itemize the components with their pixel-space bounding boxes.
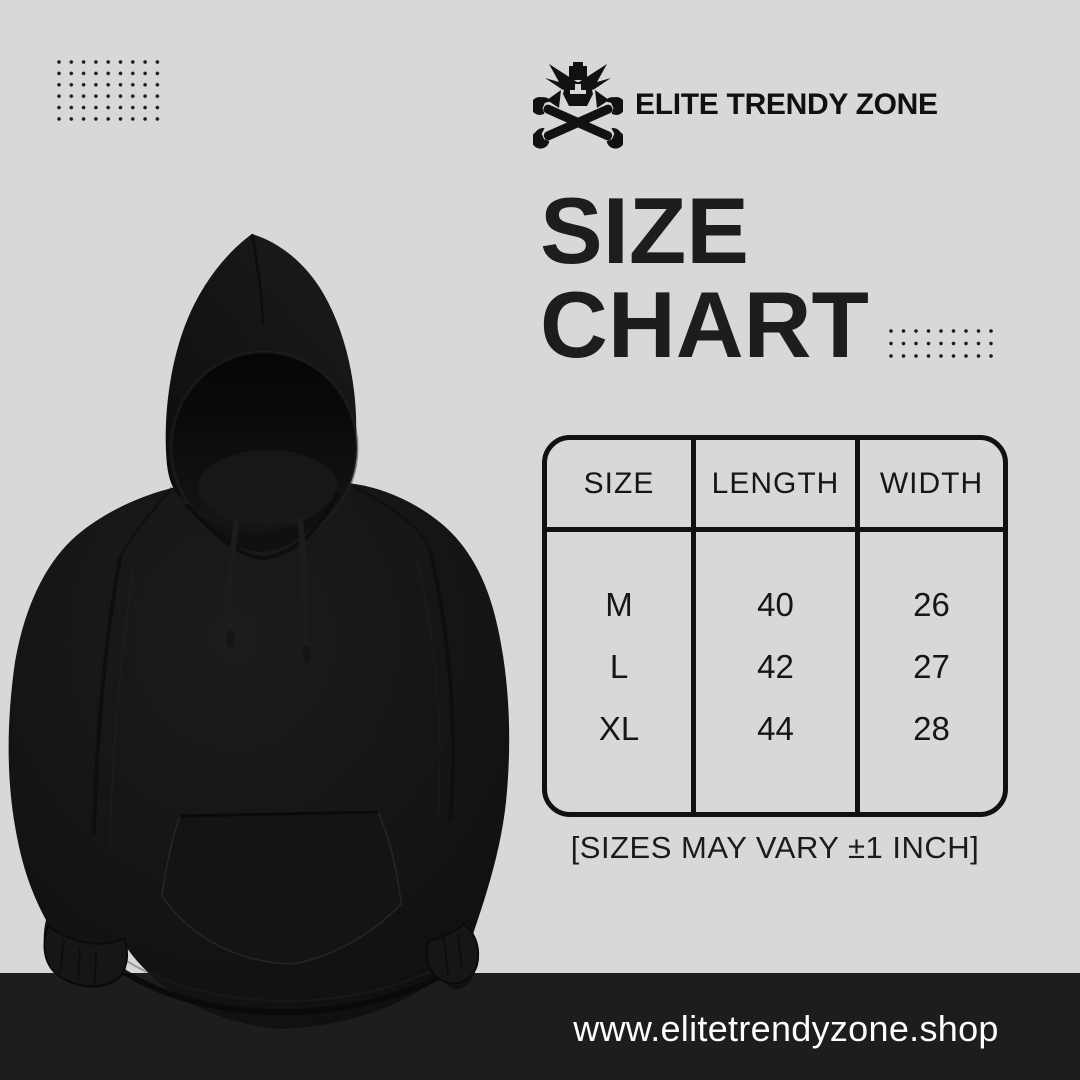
column-header-size: SIZE [547, 440, 691, 532]
table-cell-length-xl: 44 [757, 710, 794, 747]
dot-pattern-top-left [57, 60, 160, 123]
page-title-line-2: CHART [540, 272, 869, 377]
page-title-line-1: SIZE [540, 178, 749, 283]
size-disclaimer: [SIZES MAY VARY ±1 INCH] [570, 830, 980, 865]
hoodie-product-image [8, 233, 510, 1030]
table-cell-length-l: 42 [757, 648, 794, 685]
size-table: SIZE M L XL LENGTH 40 42 44 WIDTH 26 27 … [542, 435, 1008, 817]
brand-name: ELITE TRENDY ZONE [635, 88, 938, 121]
table-cell-width-m: 26 [913, 586, 950, 623]
size-table-column-width: WIDTH 26 27 28 [855, 440, 1003, 812]
page-title: SIZE CHART [540, 184, 869, 372]
mecha-head-crossed-wrenches-icon [533, 62, 623, 149]
column-header-width: WIDTH [860, 440, 1003, 532]
dot-pattern-heading [889, 329, 993, 359]
table-cell-size-xl: XL [598, 710, 640, 747]
column-header-length: LENGTH [696, 440, 855, 532]
size-table-column-size: SIZE M L XL [547, 440, 691, 812]
table-cell-size-l: L [609, 648, 629, 685]
table-cell-length-m: 40 [757, 586, 794, 623]
size-table-column-length: LENGTH 40 42 44 [691, 440, 855, 812]
brand-header: ELITE TRENDY ZONE [533, 60, 938, 150]
table-cell-size-m: M [605, 586, 633, 623]
table-cell-width-xl: 28 [913, 710, 950, 747]
table-cell-width-l: 27 [913, 648, 950, 685]
website-link[interactable]: www.elitetrendyzone.shop [573, 1008, 999, 1049]
